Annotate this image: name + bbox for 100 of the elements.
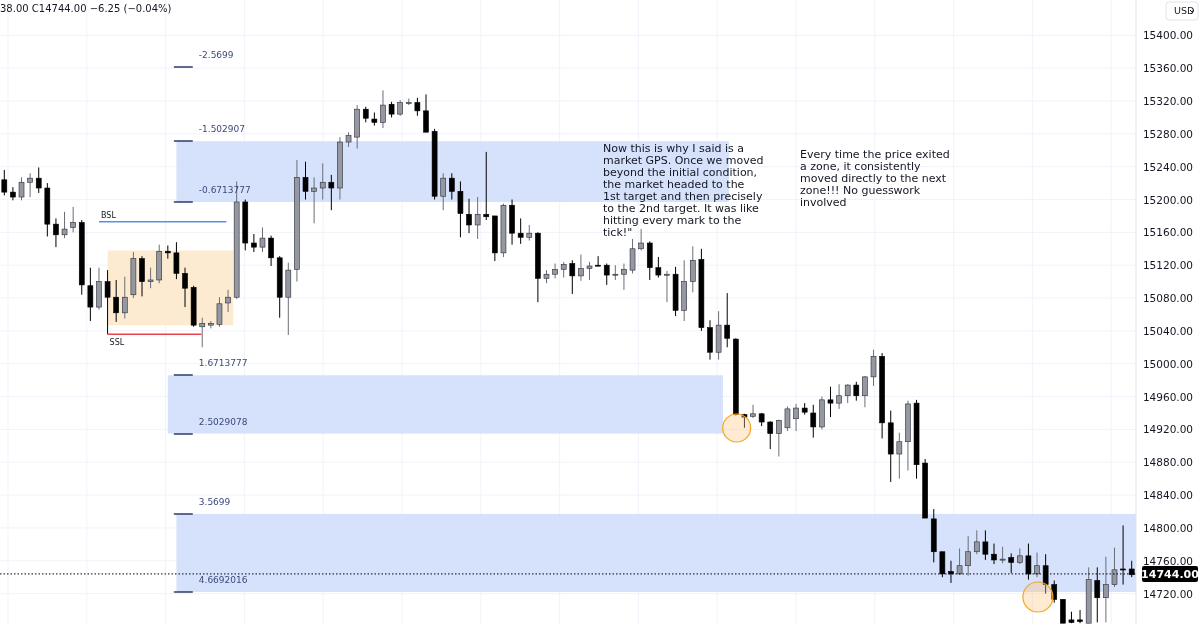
candlestick <box>440 172 447 211</box>
candlestick <box>629 238 636 274</box>
candlestick <box>319 162 326 201</box>
candlestick <box>853 381 860 402</box>
candlestick <box>1034 552 1040 578</box>
candlestick <box>173 241 180 280</box>
candlestick <box>810 404 817 439</box>
annotation: 2.5029078 <box>198 417 248 427</box>
candlestick <box>457 180 464 238</box>
y-tick-label: 15360.00 <box>1142 62 1194 75</box>
candlestick <box>595 255 601 267</box>
candlestick <box>1051 579 1058 604</box>
candlestick <box>87 267 94 322</box>
candlestick <box>982 529 989 561</box>
candlestick <box>70 206 76 233</box>
candlestick <box>836 383 842 410</box>
candlestick <box>862 375 868 408</box>
candlestick <box>621 263 627 291</box>
y-tick-label: 14960.00 <box>1142 390 1194 403</box>
candlestick <box>328 174 335 211</box>
y-tick-label: 15040.00 <box>1142 324 1194 337</box>
candlestick <box>991 543 997 565</box>
candlestick <box>586 261 593 281</box>
candlestick <box>956 547 963 576</box>
candlestick <box>1060 598 1066 624</box>
annotation: Every time the price exited a zone, it consistently moved directly to the next zone!!! No guesswork involved <box>800 148 950 209</box>
candlestick <box>466 198 472 234</box>
candlestick <box>664 270 670 303</box>
candlestick <box>449 172 455 201</box>
candlestick <box>182 267 188 308</box>
candlestick <box>35 166 42 194</box>
y-tick-label: 15240.00 <box>1142 160 1194 173</box>
candlestick <box>776 419 782 458</box>
candlestick <box>147 267 154 289</box>
candlestick <box>638 228 644 251</box>
y-tick-label: 15080.00 <box>1142 292 1194 305</box>
candlestick <box>61 211 68 239</box>
ref-line-label: BSL <box>100 210 117 220</box>
candlestick <box>27 172 33 198</box>
candlestick <box>414 97 421 117</box>
y-tick-label: 14760.00 <box>1142 554 1194 567</box>
candlestick <box>311 176 317 224</box>
candlestick <box>225 289 231 313</box>
annotation: -1.502907 <box>198 124 245 134</box>
candlestick <box>1111 547 1118 588</box>
candlestick <box>10 186 16 201</box>
ref-line-label: 14744.00 <box>1141 567 1200 581</box>
candlestick <box>552 263 558 279</box>
candlestick <box>603 263 610 286</box>
candlestick <box>268 235 274 267</box>
candlestick <box>302 161 309 201</box>
candlestick <box>259 226 266 253</box>
text: USD <box>1174 5 1195 16</box>
y-tick-label: 14920.00 <box>1142 423 1194 436</box>
candlestick <box>18 176 25 201</box>
candlestick <box>1 169 8 196</box>
y-tick-label: 15200.00 <box>1142 193 1194 206</box>
candlestick <box>474 196 481 240</box>
annotation: 3.5699 <box>198 497 231 507</box>
y-tick-label: 14800.00 <box>1142 521 1194 534</box>
candlestick <box>53 217 59 248</box>
candlestick <box>793 403 799 432</box>
candlestick <box>750 404 756 419</box>
candlestick <box>569 259 576 295</box>
y-tick-label: 15160.00 <box>1142 226 1194 239</box>
y-tick-label: 15400.00 <box>1142 29 1194 42</box>
candlestick <box>1103 556 1109 623</box>
candlestick <box>216 296 223 328</box>
annotation: -2.5699 <box>198 50 234 60</box>
candlestick <box>973 529 980 555</box>
candlestick <box>655 256 662 279</box>
y-tick-label: 15120.00 <box>1142 259 1194 272</box>
candlestick <box>483 151 490 221</box>
annotation: Now this is why I said is a market GPS. Once we moved beyond the initial condition, the market headed to the 1st target and then precisely to the 2nd target. It was like hitting every mark to the tick!" <box>603 142 764 239</box>
candlestick <box>896 432 903 480</box>
y-tick-label: 14840.00 <box>1142 489 1194 502</box>
candlestick <box>689 245 696 293</box>
candlestick <box>423 93 429 133</box>
candlestick <box>844 383 851 404</box>
y-tick-label: 14720.00 <box>1142 587 1194 600</box>
ref-line-label: SSL <box>109 338 125 348</box>
candlestick <box>827 386 834 418</box>
y-tick-label: 14880.00 <box>1142 456 1194 469</box>
annotation: 1.6713777 <box>198 358 248 368</box>
candlestick <box>199 317 206 348</box>
annotation: 38.00 C14744.00 −6.25 (−0.04%) <box>0 3 172 14</box>
candlestick <box>965 535 971 577</box>
candlestick <box>724 292 731 348</box>
candlestick <box>784 405 791 432</box>
candlestick <box>767 420 774 450</box>
candlestick <box>113 279 119 323</box>
candlestick <box>251 233 257 253</box>
candlestick <box>1077 609 1083 624</box>
y-tick-label: 15000.00 <box>1142 357 1194 370</box>
candlestick <box>104 269 111 335</box>
candlestick <box>380 89 386 129</box>
candlestick <box>1008 552 1015 574</box>
y-tick-label: 15320.00 <box>1142 94 1194 107</box>
candlestick <box>121 276 128 320</box>
y-tick-label: 15280.00 <box>1142 127 1194 140</box>
